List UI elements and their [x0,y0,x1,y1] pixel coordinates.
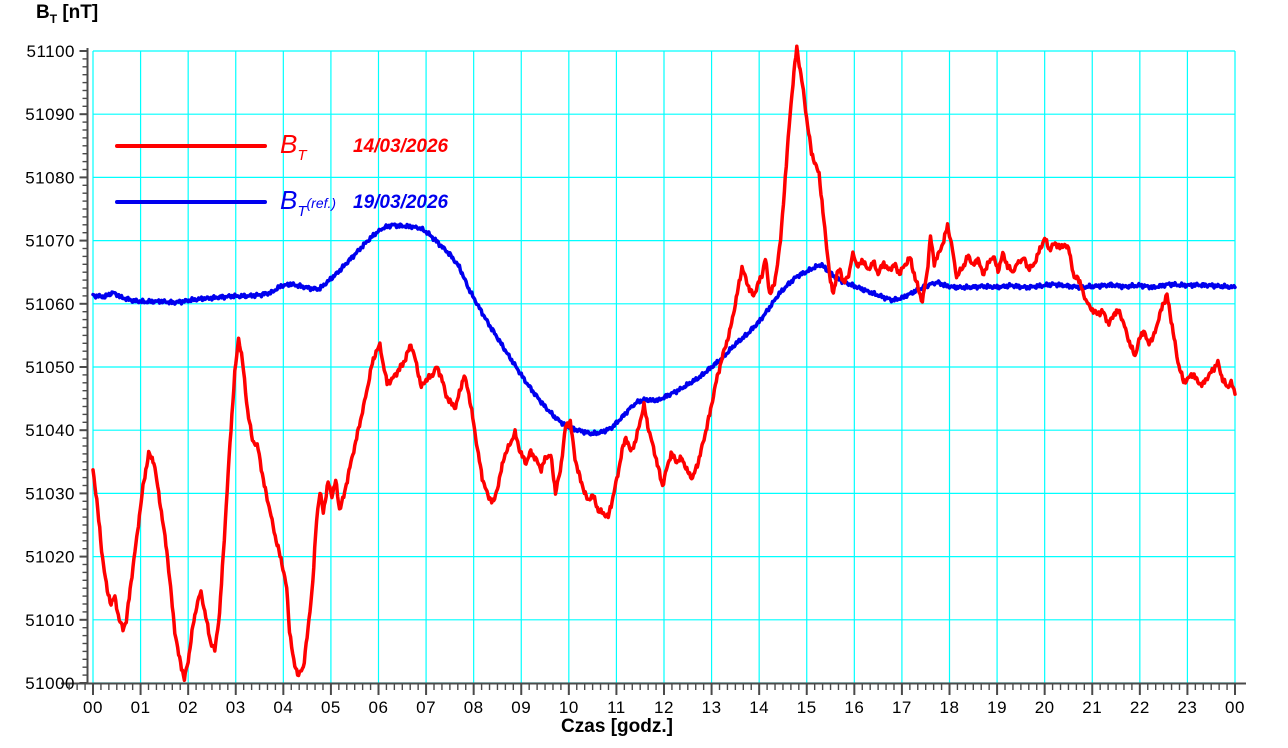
y-tick-label: 51020 [25,548,75,567]
x-axis-title: Czas [godz.] [561,716,673,737]
x-tick-label: 17 [892,698,912,717]
legend-date-bt-ref: 19/03/2026 [353,192,449,213]
x-tick-label: 15 [797,698,817,717]
x-tick-label: 21 [1082,698,1102,717]
x-tick-label: 18 [940,698,960,717]
x-tick-label: 09 [511,698,531,717]
x-tick-label: 03 [226,698,246,717]
x-tick-label: 04 [273,698,293,717]
x-tick-label: 12 [654,698,674,717]
x-tick-label: 06 [369,698,389,717]
y-tick-label: 51010 [25,611,75,630]
x-tick-label: 00 [1225,698,1245,717]
y-axis-title: BT [nT] [36,2,99,26]
series-line-bt [91,44,1237,683]
legend-label-bt: BT [280,129,307,164]
x-tick-label: 00 [83,698,103,717]
y-tick-label: 51050 [25,358,75,377]
y-tick-label: 51060 [25,295,75,314]
x-tick-label: 13 [702,698,722,717]
series-line-bt-ref [91,222,1237,437]
x-tick-label: 22 [1130,698,1150,717]
y-tick-label: 51080 [25,168,75,187]
legend-date-bt: 14/03/2026 [353,136,449,157]
y-tick-label: 51090 [25,105,75,124]
legend-label-bt-ref: BT(ref.) [280,185,337,220]
x-tick-label: 14 [749,698,769,717]
x-tick-label: 20 [1035,698,1055,717]
y-tick-label: 51070 [25,232,75,251]
x-tick-label: 19 [987,698,1007,717]
x-tick-label: 08 [464,698,484,717]
y-tick-label: 51100 [26,42,75,61]
x-tick-label: 07 [416,698,436,717]
x-tick-label: 23 [1177,698,1197,717]
x-tick-label: 05 [321,698,341,717]
x-tick-label: 10 [559,698,579,717]
x-tick-label: 01 [131,698,151,717]
x-tick-label: 16 [844,698,864,717]
y-tick-label: 51030 [25,484,75,503]
x-tick-label: 11 [607,698,626,717]
y-tick-label: 51040 [25,421,75,440]
x-tick-label: 02 [178,698,198,717]
y-tick-label: 51000 [25,674,75,693]
legend-swatch-bt [115,144,267,148]
legend-swatch-bt-ref [115,200,267,204]
